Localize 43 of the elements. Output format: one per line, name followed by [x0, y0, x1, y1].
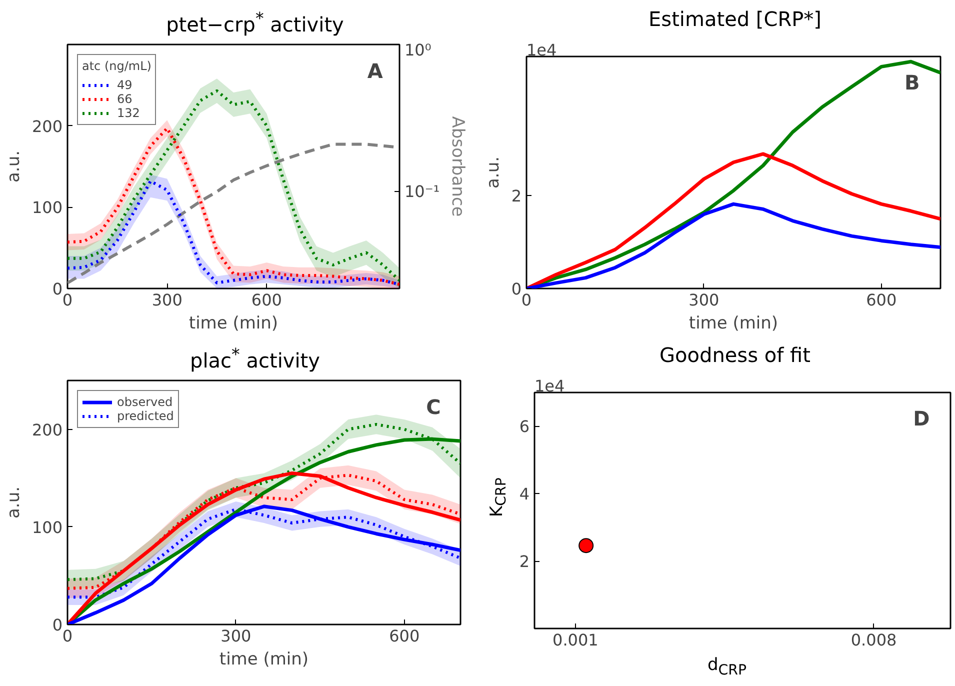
y-tick-label: 100 — [32, 518, 63, 537]
x-axis-title: time (min) — [688, 314, 778, 334]
y2-axis-title: Absorbance — [448, 116, 468, 217]
y-tick-label: 200 — [32, 116, 63, 136]
legend-label: predicted — [117, 409, 174, 423]
x-axis-title: time (min) — [219, 650, 309, 670]
x-tick-label: 0.001 — [552, 630, 598, 650]
y-tick-label: 6 — [519, 417, 530, 436]
x-tick-label: 300 — [220, 626, 252, 646]
annotation: D — [913, 406, 930, 431]
legend-label: observed — [117, 395, 173, 409]
x-tick-label: 600 — [389, 626, 420, 646]
legend-label: 132 — [117, 106, 140, 120]
y-tick-label: 200 — [32, 420, 63, 440]
legend-title: atc (ng/mL) — [82, 59, 152, 73]
chart-title: plac$^{*}$ activity — [190, 344, 320, 375]
legend-label: 49 — [117, 78, 134, 92]
annotation: C — [426, 395, 441, 420]
x-tick-label: 600 — [251, 290, 282, 310]
y-tick-label: 2 — [511, 186, 522, 206]
x-tick-label: 0.008 — [850, 630, 897, 650]
annotation: 1e4 — [534, 376, 565, 396]
y-tick-label: 2 — [519, 552, 530, 572]
x-tick-label: 300 — [152, 290, 182, 310]
legend-label: 66 — [117, 92, 134, 106]
y-tick-label: 4 — [519, 484, 530, 504]
y2-tick-label: 10⁰ — [404, 40, 432, 60]
x-axis-title: d$_{CRP}$ — [707, 654, 747, 680]
annotation: A — [367, 59, 384, 84]
x-tick-label: 300 — [688, 290, 720, 310]
annotation: B — [904, 70, 920, 94]
y-axis-title: a.u. — [483, 156, 504, 188]
y-tick-label: 100 — [32, 198, 63, 218]
line-series — [526, 152, 940, 288]
annotation: 1e4 — [526, 40, 557, 60]
y-axis-title: a.u. — [4, 486, 24, 518]
chart-title: Estimated [CRP*] — [648, 6, 822, 33]
chart-title: Goodness of fit — [660, 342, 810, 369]
chart-title: ptet−crp$^{*}$ activity — [166, 8, 344, 39]
x-tick-label: 600 — [866, 290, 897, 310]
y-axis-title: a.u. — [4, 150, 24, 182]
x-axis-title: time (min) — [188, 314, 278, 334]
y2-tick-label: 10⁻¹ — [404, 182, 440, 202]
